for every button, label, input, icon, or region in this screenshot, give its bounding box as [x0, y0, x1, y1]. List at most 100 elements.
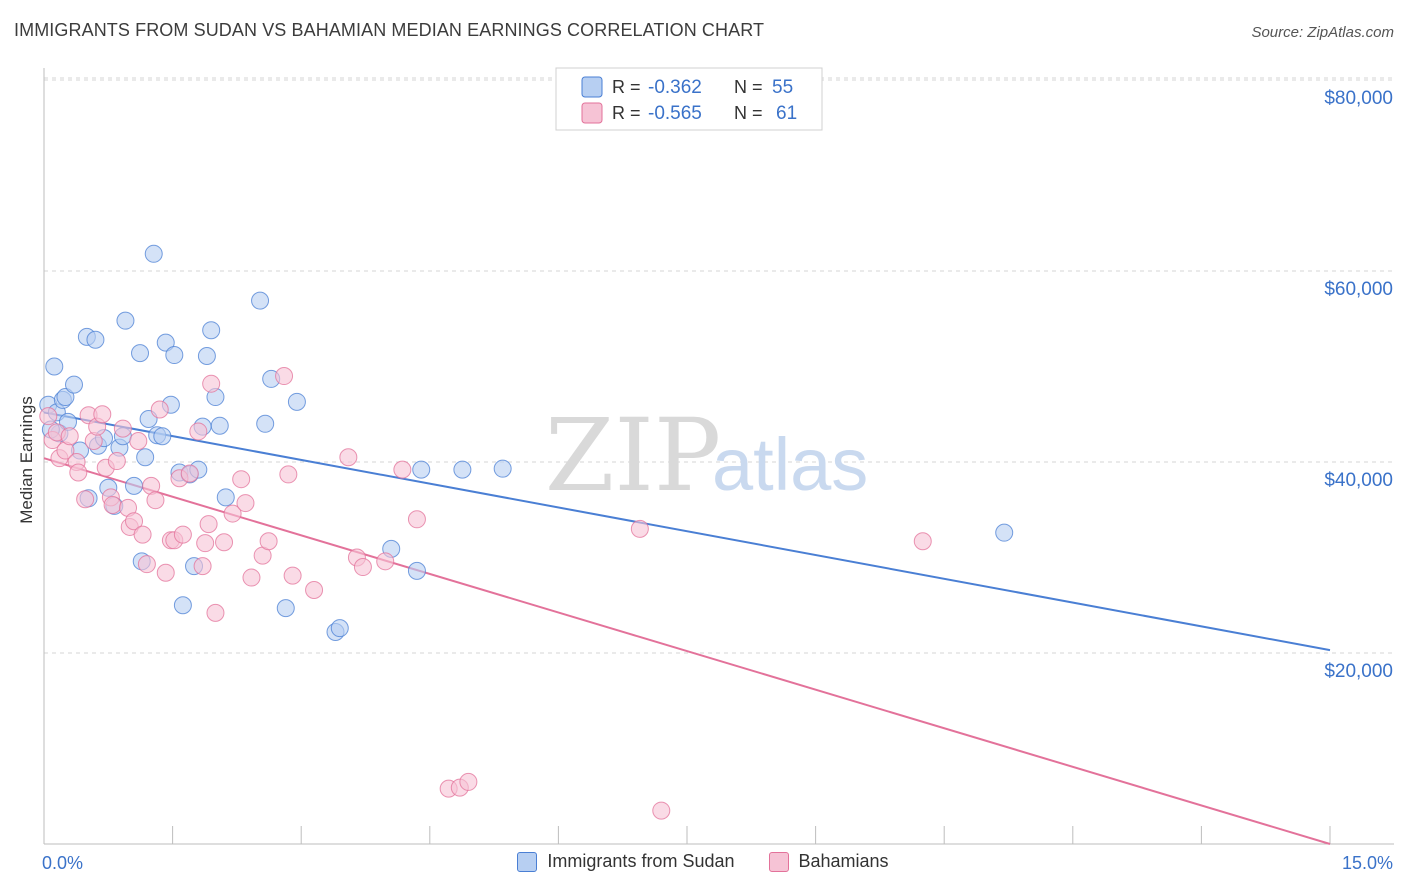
r-label-bahamian: R = [612, 103, 641, 123]
bahamian-point [69, 463, 88, 482]
sudan-point [197, 346, 216, 365]
sudan-point [125, 476, 144, 495]
sudan-point [165, 346, 184, 365]
n-label-sudan: N = [734, 77, 763, 97]
watermark-zip: ZIP [545, 397, 721, 514]
bahamian-point [150, 400, 169, 419]
sudan-point [216, 488, 235, 507]
bahamian-point [339, 448, 358, 467]
sudan-trendline [43, 411, 1331, 652]
bahamian-point [193, 557, 212, 576]
legend-item-sudan[interactable]: Immigrants from Sudan [517, 851, 735, 872]
bahamian-point [60, 427, 79, 446]
bahamian-point [199, 515, 218, 534]
bahamian-point [113, 419, 132, 438]
legend-label-bahamian: Bahamians [798, 851, 889, 871]
sudan-point [256, 414, 275, 433]
bahamian-point [196, 534, 215, 553]
chart-title: IMMIGRANTS FROM SUDAN VS BAHAMIAN MEDIAN… [14, 20, 765, 40]
sudan-point [330, 619, 349, 638]
sudan-point [156, 333, 175, 352]
y-tick-label: $60,000 [1324, 279, 1393, 300]
bahamian-point [180, 464, 199, 483]
sudan-point [453, 460, 472, 479]
sudan-point [202, 321, 221, 340]
sudan-point [56, 388, 75, 407]
legend-label-sudan: Immigrants from Sudan [547, 851, 735, 871]
legend-item-bahamian[interactable]: Bahamians [768, 851, 889, 872]
bahamian-point [137, 555, 156, 574]
sudan-point [493, 459, 512, 478]
sudan-point [144, 244, 163, 263]
top-legend-swatch-bahamian [581, 102, 603, 124]
top-legend: R = -0.362 N = 55 R = -0.565 N = 61 [555, 67, 823, 131]
bottom-legend: Immigrants from Sudan Bahamians [0, 851, 1406, 872]
bahamian-point [279, 465, 298, 484]
r-value-sudan: -0.362 [648, 77, 702, 98]
sudan-point [116, 311, 135, 330]
x-tick-label-max: 15.0% [1342, 853, 1393, 873]
watermark: ZIP atlas [545, 397, 868, 514]
y-tick-label: $40,000 [1324, 470, 1393, 491]
sudan-point [86, 330, 105, 349]
sudan-point [65, 375, 84, 394]
bahamian-point [376, 552, 395, 571]
bahamian-point [259, 532, 278, 551]
sudan-point [153, 427, 172, 446]
bahamian-point [129, 431, 148, 450]
sudan-point [412, 460, 431, 479]
n-value-bahamian: 61 [776, 103, 797, 124]
sudan-point [995, 523, 1014, 542]
bahamian-point [353, 558, 372, 577]
bahamian-point [206, 603, 225, 622]
y-tick-label: $80,000 [1324, 88, 1393, 109]
bahamian-point [459, 772, 478, 791]
bahamian-point [39, 407, 58, 426]
r-label-sudan: R = [612, 77, 641, 97]
bahamian-point [652, 801, 671, 820]
sudan-point [173, 596, 192, 615]
sudan-point [136, 448, 155, 467]
bahamian-point [283, 566, 302, 585]
bahamian-point [236, 494, 255, 513]
legend-swatch-bahamian [768, 851, 789, 872]
legend-swatch-sudan [517, 851, 538, 872]
bahamian-point [107, 452, 126, 471]
bahamian-point [202, 374, 221, 393]
bahamian-point [393, 460, 412, 479]
bahamian-point [305, 580, 324, 599]
bahamian-point [215, 533, 234, 552]
bahamian-point [103, 495, 122, 514]
bahamian-point [156, 563, 175, 582]
bahamian-point [275, 367, 294, 386]
x-tick-label-min: 0.0% [42, 853, 83, 873]
y-axis-label: Median Earnings [17, 396, 36, 524]
sudan-point [210, 416, 229, 435]
bahamian-point [630, 519, 649, 538]
watermark-atlas: atlas [712, 423, 868, 506]
sudan-point [407, 561, 426, 580]
sudan-point [287, 392, 306, 411]
bahamian-point [223, 504, 242, 523]
sudan-point [131, 344, 150, 363]
bahamian-point [407, 510, 426, 529]
bahamian-point [913, 532, 932, 551]
chart-source: Source: ZipAtlas.com [1251, 24, 1394, 41]
bahamian-point [189, 422, 208, 441]
sudan-point [45, 357, 64, 376]
r-value-bahamian: -0.565 [648, 103, 702, 124]
bahamian-point [173, 525, 192, 544]
n-label-bahamian: N = [734, 103, 763, 123]
bahamian-point [93, 405, 112, 424]
bahamian-point [76, 490, 95, 509]
top-legend-swatch-sudan [581, 76, 603, 98]
bahamian-point [232, 470, 251, 489]
bahamian-trendline [43, 457, 1331, 845]
bahamian-point [242, 568, 261, 587]
sudan-point [251, 291, 270, 310]
sudan-point [276, 599, 295, 618]
n-value-sudan: 55 [772, 77, 793, 98]
bahamian-point [146, 491, 165, 510]
bahamian-point [133, 525, 152, 544]
